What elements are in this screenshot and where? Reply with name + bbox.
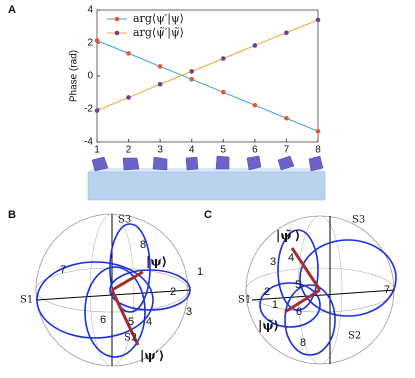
point: [315, 128, 321, 134]
point: [157, 81, 163, 87]
point: [220, 89, 226, 95]
step-number: 1: [197, 266, 203, 278]
series-line: [96, 40, 319, 132]
y-tick-label: -2: [84, 104, 93, 115]
cube-strip: [87, 155, 326, 201]
point: [126, 51, 131, 56]
point: [189, 77, 195, 82]
x-tick-label: 2: [126, 145, 132, 156]
state-label: |ψ′⟩: [140, 349, 164, 363]
x-tick-label: 8: [315, 145, 321, 156]
panel-label: C: [204, 209, 212, 221]
point: [252, 43, 258, 48]
axis-label: S3: [118, 215, 131, 226]
legend-label: arg⟨ψ′|ψ⟩: [133, 12, 184, 26]
x-tick-label: 1: [94, 145, 100, 156]
state-label: |ψ̃⟩: [258, 319, 279, 333]
x-tick-label: 6: [252, 145, 258, 156]
step-number: 8: [300, 337, 306, 349]
plot-frame: [96, 9, 319, 143]
x-tick-label: 5: [221, 145, 227, 156]
step-number: 7: [60, 264, 66, 276]
y-axis-label: Phase (rad): [69, 50, 80, 102]
x-tick-label: 7: [284, 145, 290, 156]
step-number: 4: [288, 252, 294, 264]
point: [189, 69, 195, 74]
point: [315, 17, 321, 23]
step-number: 6: [296, 306, 302, 318]
legend-label: arg⟨ψ̃′|ψ̃⟩: [133, 26, 184, 40]
step-number: 2: [170, 286, 176, 298]
step-number: 5: [128, 316, 134, 328]
step-number: 8: [140, 239, 146, 251]
axis-label: S3: [352, 215, 365, 226]
panel-label: B: [8, 209, 16, 221]
step-number: 7: [384, 284, 390, 296]
point: [220, 56, 226, 61]
sphere-b: [35, 213, 191, 367]
y-tick-label: 4: [87, 5, 93, 16]
step-number: 3: [270, 256, 276, 268]
point: [94, 38, 100, 43]
point: [94, 108, 100, 113]
point: [157, 64, 163, 69]
step-number: 6: [100, 314, 106, 326]
state-label: |ψ⟩: [146, 255, 167, 269]
point: [126, 95, 131, 100]
legend-marker: [114, 30, 120, 36]
point: [284, 115, 289, 121]
step-number: 1: [272, 299, 278, 311]
x-tick-label: 4: [189, 145, 195, 156]
x-tick-label: 3: [157, 145, 163, 156]
step-number: 4: [146, 316, 152, 328]
axis-label: S1: [20, 295, 33, 306]
axis-label: S1: [238, 295, 251, 306]
point: [252, 102, 258, 108]
y-tick-label: 2: [87, 38, 93, 49]
axis-label: S2: [124, 333, 137, 344]
point: [284, 30, 289, 36]
y-tick-label: -4: [84, 137, 93, 148]
step-number: 3: [186, 306, 192, 318]
legend-marker: [114, 16, 120, 22]
y-tick-label: 0: [87, 71, 93, 82]
axis-label: S2: [348, 331, 361, 342]
step-number: 2: [264, 286, 270, 298]
step-number: 5: [295, 279, 301, 291]
state-label: |ψ̃′⟩: [276, 229, 300, 243]
sphere-c: [245, 215, 397, 365]
series-line: [96, 19, 319, 112]
panel-label: A: [8, 4, 16, 16]
